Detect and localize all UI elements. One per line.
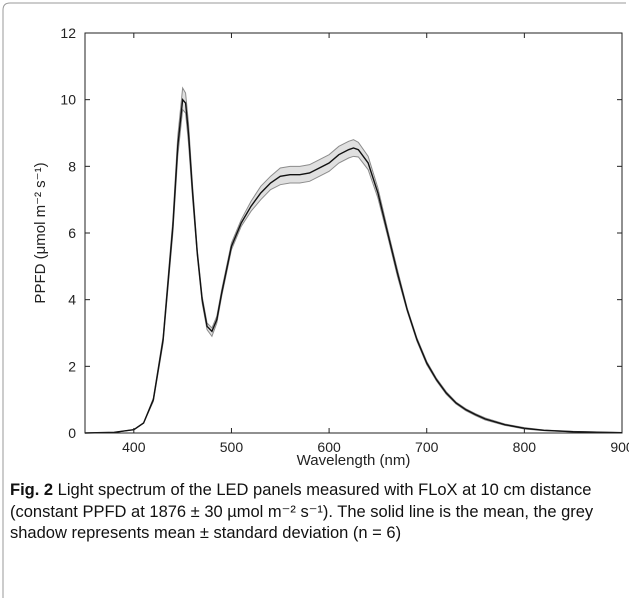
y-axis-title: PPFD (μmol m⁻² s⁻¹): [32, 162, 49, 303]
figure-label: Fig. 2: [10, 481, 54, 499]
y-tick-label: 4: [68, 292, 76, 308]
plot-frame: [84, 32, 623, 434]
x-tick-label: 500: [220, 439, 244, 455]
series-layer: [84, 86, 623, 434]
x-tick-label: 700: [415, 439, 439, 455]
upper-std-line: [84, 86, 623, 434]
y-tick-label: 6: [68, 225, 76, 241]
mean-line: [84, 98, 623, 434]
y-tick-label: 8: [68, 158, 76, 174]
x-tick-label: 400: [122, 439, 146, 455]
figure-caption: Fig. 2 Light spectrum of the LED panels …: [10, 480, 610, 545]
y-tick-label: 0: [68, 425, 76, 441]
y-tick-label: 10: [60, 92, 76, 108]
caption-text: Light spectrum of the LED panels measure…: [10, 481, 594, 542]
lower-std-line: [84, 108, 623, 434]
x-tick-label: 900: [610, 439, 629, 455]
y-tick-label: 12: [60, 25, 76, 41]
x-tick-label: 800: [513, 439, 537, 455]
x-axis-title: Wavelength (nm): [297, 452, 411, 469]
y-tick-label: 2: [68, 358, 76, 374]
axis-layer: 400 500 600 700 800 900 0 2 4 6 8 10 12: [60, 25, 629, 455]
spectrum-chart: 400 500 600 700 800 900 0 2 4 6 8 10 12 Wavelength (…: [32, 25, 629, 469]
x-tick-label: 600: [317, 439, 341, 455]
